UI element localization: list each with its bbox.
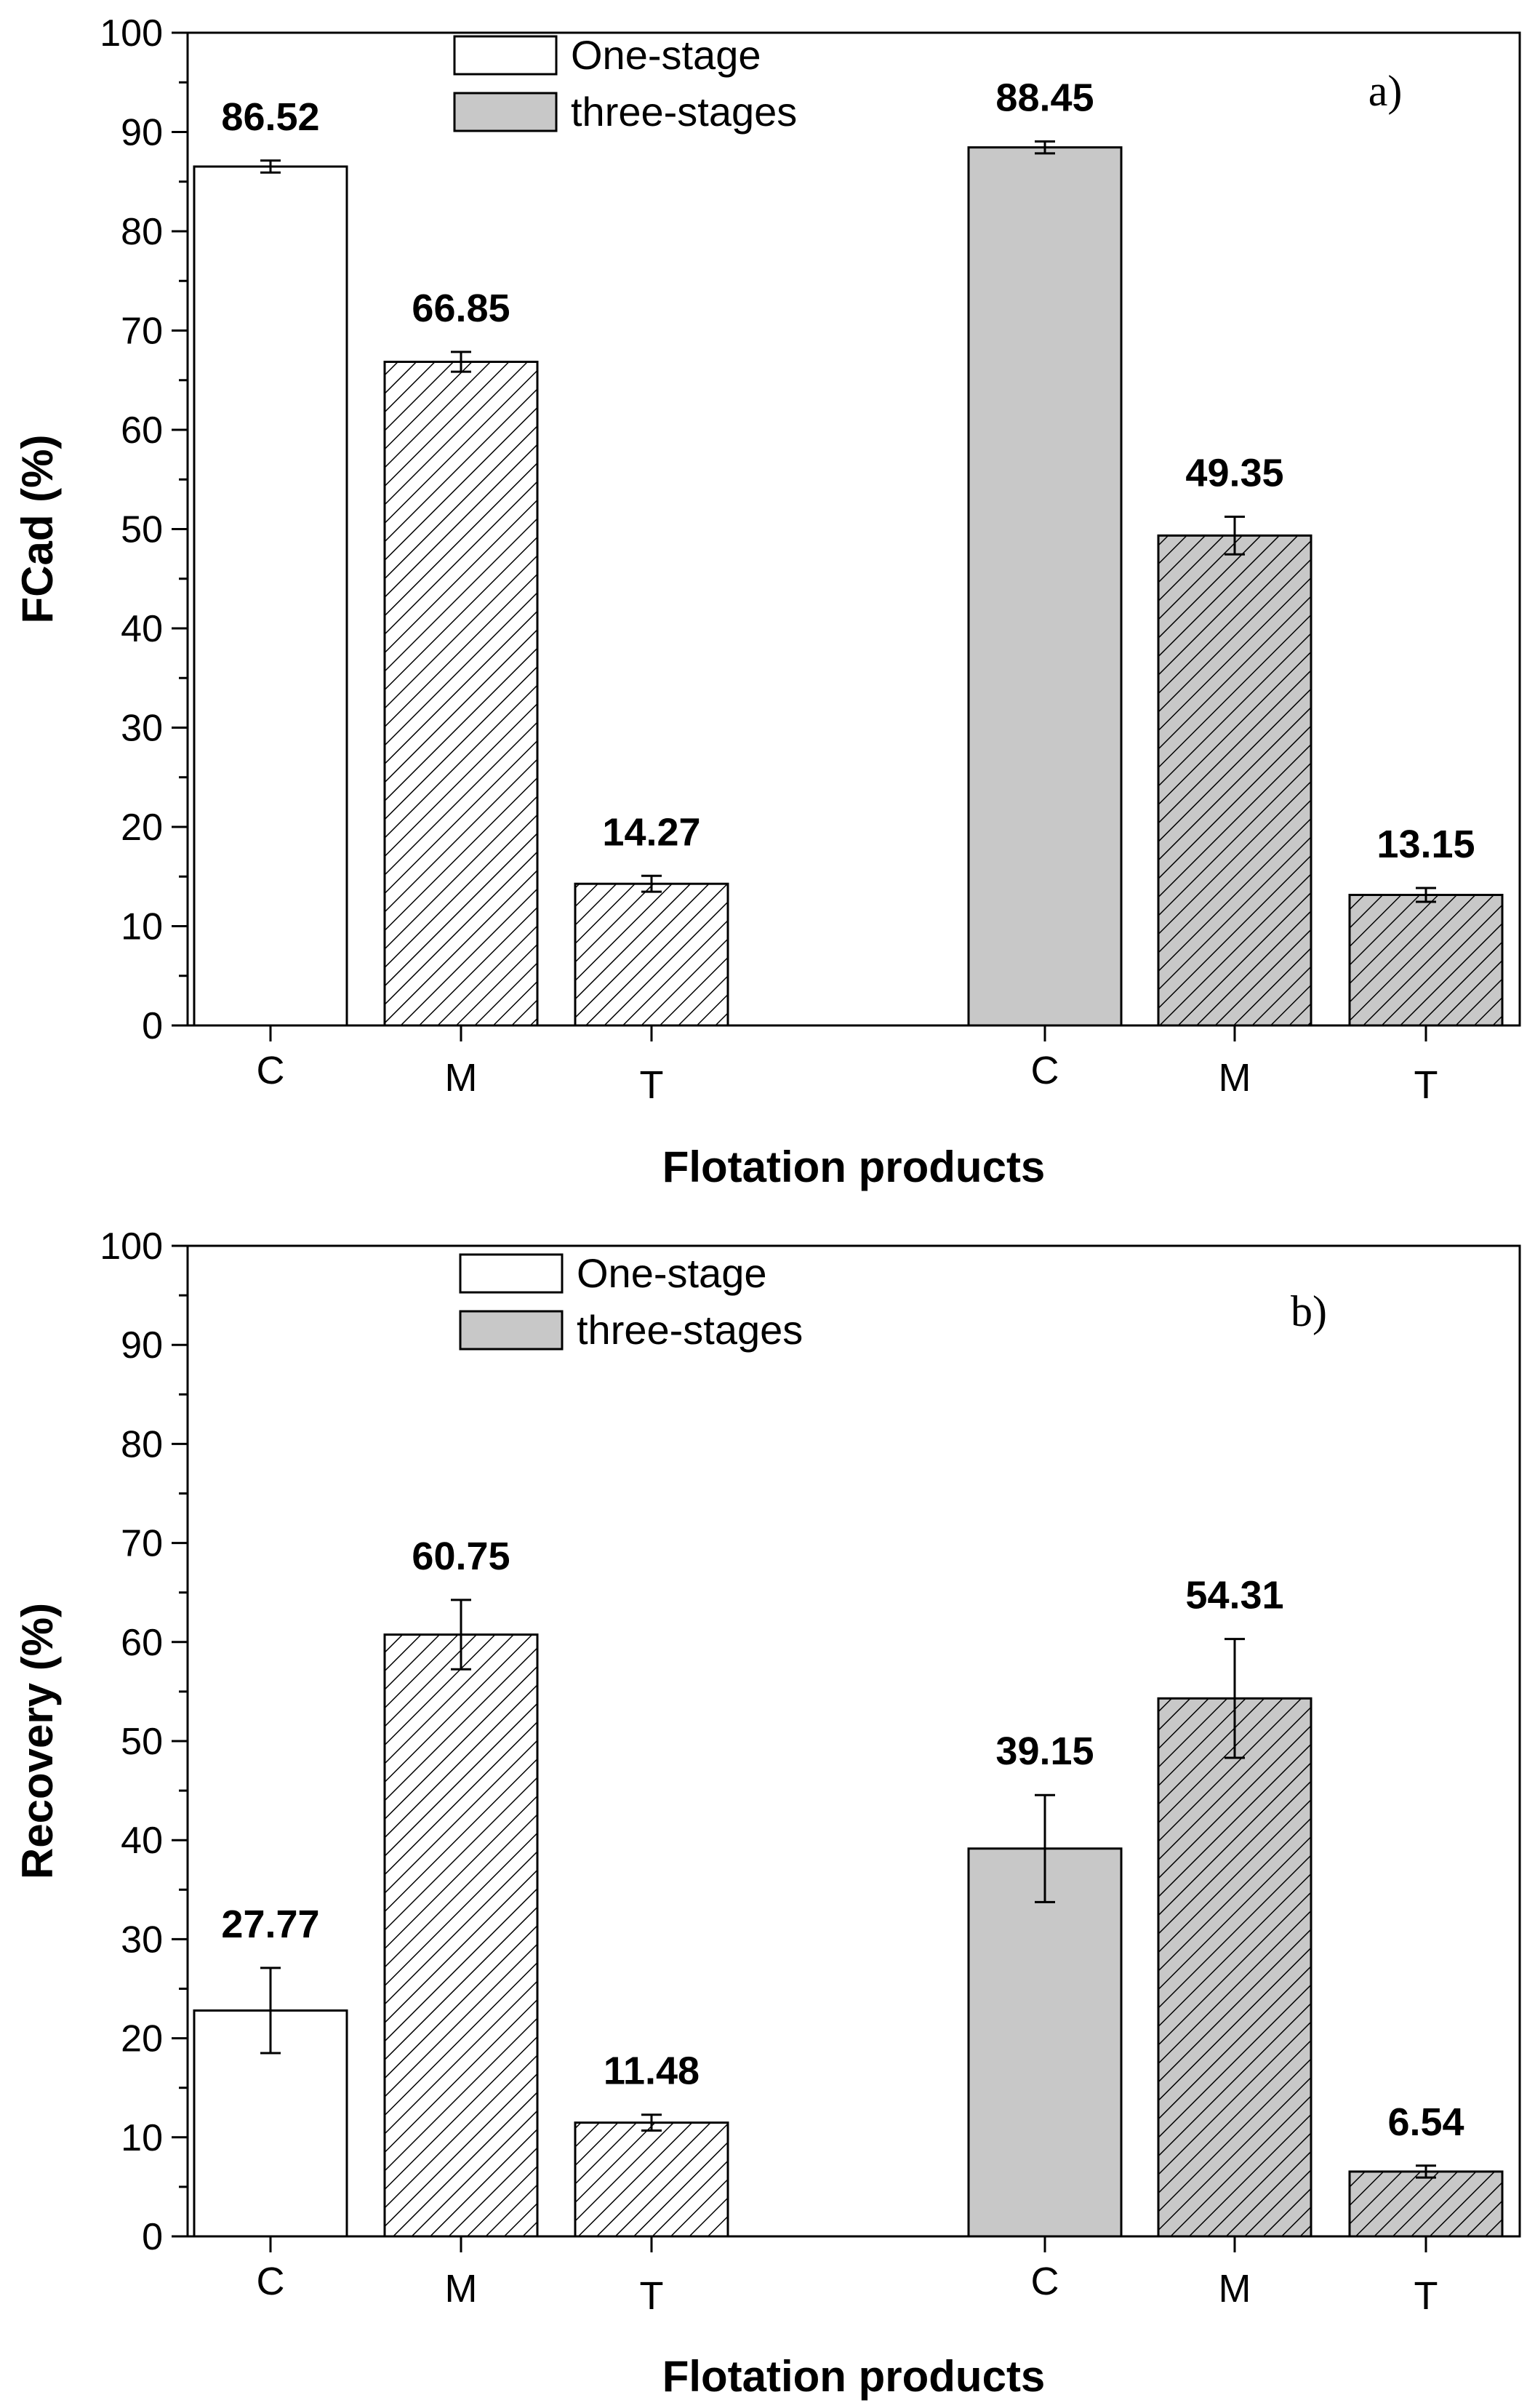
legend-label-three-stages: three-stages xyxy=(577,1307,803,1353)
data-label: 54.31 xyxy=(1185,1574,1283,1617)
data-label: 14.27 xyxy=(602,810,700,854)
legend-label-one-stage: One-stage xyxy=(577,1250,767,1296)
y-tick-label: 60 xyxy=(121,409,163,452)
bar xyxy=(383,360,539,1027)
y-tick-label: 80 xyxy=(121,1423,163,1465)
legend-swatch-one-stage xyxy=(459,1253,564,1294)
legend-swatch-one-stage xyxy=(453,35,558,76)
y-tick-label: 100 xyxy=(100,1225,163,1268)
y-tick-label: 30 xyxy=(121,708,163,750)
y-tick-label: 60 xyxy=(121,1622,163,1664)
y-tick-label: 30 xyxy=(121,1919,163,1961)
y-tick-label: 0 xyxy=(142,1005,163,1047)
bar xyxy=(1157,534,1312,1027)
x-category-label: T xyxy=(640,1063,664,1107)
bar xyxy=(967,1847,1123,2238)
legend-label-one-stage: One-stage xyxy=(571,32,761,78)
y-tick-label: 50 xyxy=(121,1721,163,1763)
chart-panel-a: 0 10 20 30 40 50 60 70 80 90 100 86.52 C 66.85 M 14.27 T… xyxy=(13,12,1521,1191)
bar xyxy=(1348,894,1504,1027)
y-axis-title: FCad (%) xyxy=(13,435,62,624)
legend-swatch-three-stages xyxy=(453,92,558,132)
legend-swatch-three-stages xyxy=(459,1310,564,1351)
y-tick-label: 100 xyxy=(100,12,163,55)
y-tick-label: 70 xyxy=(121,1523,163,1565)
x-category-label: C xyxy=(1031,2260,1059,2303)
y-tick-label: 80 xyxy=(121,211,163,253)
x-category-label: C xyxy=(1031,1049,1059,1092)
bar xyxy=(574,882,729,1027)
bar xyxy=(1157,1697,1312,2238)
y-tick-label: 40 xyxy=(121,608,163,650)
data-label: 86.52 xyxy=(221,95,319,139)
bar xyxy=(193,165,348,1027)
data-label: 13.15 xyxy=(1376,823,1475,866)
x-category-label: C xyxy=(257,1049,285,1092)
y-tick-label: 10 xyxy=(121,906,163,948)
data-label: 88.45 xyxy=(995,76,1094,119)
y-tick-label: 90 xyxy=(121,1324,163,1367)
x-axis-title: Flotation products xyxy=(662,1143,1046,1191)
y-tick-label: 70 xyxy=(121,311,163,353)
y-tick-label: 20 xyxy=(121,807,163,849)
y-axis-title: Recovery (%) xyxy=(13,1603,62,1879)
x-category-label: T xyxy=(1414,1063,1438,1107)
x-category-label: T xyxy=(640,2274,664,2318)
y-tick-label: 20 xyxy=(121,2018,163,2060)
x-category-label: T xyxy=(1414,2274,1438,2318)
data-label: 39.15 xyxy=(995,1729,1094,1773)
data-label: 49.35 xyxy=(1185,451,1283,495)
bar xyxy=(574,2121,729,2238)
x-category-label: M xyxy=(445,1056,478,1100)
panel-label: b) xyxy=(1291,1287,1327,1335)
bar xyxy=(383,1633,539,2238)
chart-panel-b: 0 10 20 30 40 50 60 70 80 90 100 27.77 C 60.75 M 11.48 T… xyxy=(13,1225,1521,2401)
y-tick-label: 90 xyxy=(121,112,163,154)
bar xyxy=(1348,2170,1504,2238)
x-category-label: C xyxy=(257,2260,285,2303)
y-tick-label: 40 xyxy=(121,1820,163,1862)
legend-label-three-stages: three-stages xyxy=(571,89,797,135)
y-tick-label: 50 xyxy=(121,509,163,551)
data-label: 11.48 xyxy=(604,2049,700,2093)
data-label: 60.75 xyxy=(412,1535,510,1578)
panel-label: a) xyxy=(1368,67,1403,115)
y-tick-label: 0 xyxy=(142,2216,163,2258)
y-tick-label: 10 xyxy=(121,2117,163,2159)
x-category-label: M xyxy=(445,2267,478,2311)
x-axis-title: Flotation products xyxy=(662,2352,1046,2401)
data-label: 27.77 xyxy=(221,1903,319,1946)
data-label: 6.54 xyxy=(1387,2100,1464,2144)
bar xyxy=(967,146,1123,1027)
data-label: 66.85 xyxy=(412,287,510,330)
x-category-label: M xyxy=(1219,1056,1251,1100)
x-category-label: M xyxy=(1219,2267,1251,2311)
